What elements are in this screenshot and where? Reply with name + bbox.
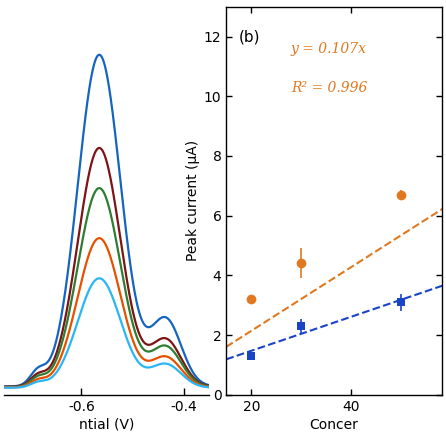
X-axis label: ntial (V): ntial (V) [79,418,135,432]
Text: (b): (b) [239,30,261,45]
Y-axis label: Peak current (μA): Peak current (μA) [186,140,200,261]
X-axis label: Concer: Concer [310,418,358,432]
Text: R² = 0.996: R² = 0.996 [291,81,367,95]
Text: y = 0.107x: y = 0.107x [291,42,367,56]
